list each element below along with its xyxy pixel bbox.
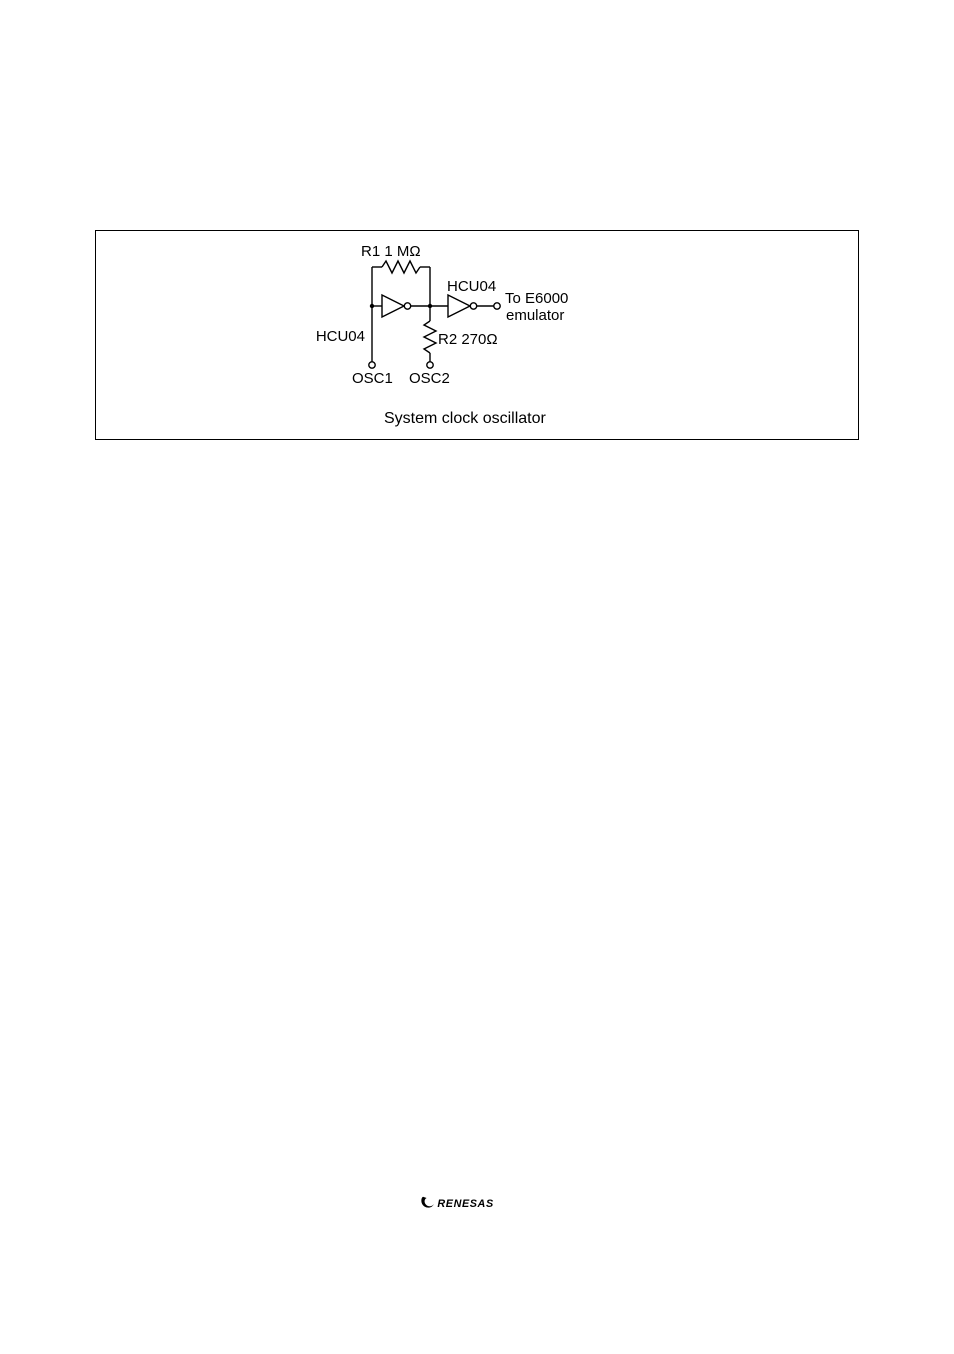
label-to-emu-1: To E6000: [505, 290, 568, 307]
label-hcu04-top: HCU04: [447, 278, 496, 295]
label-r2: R2 270Ω: [438, 331, 498, 348]
renesas-logo-icon: RENESAS: [417, 1192, 537, 1214]
brand-name: RENESAS: [437, 1198, 494, 1210]
label-osc2: OSC2: [409, 370, 450, 387]
figure-frame: R1 1 MΩ HCU04 HCU04 R2 270Ω To E6000 emu…: [95, 230, 859, 440]
footer-logo: RENESAS: [0, 1192, 954, 1219]
circuit-diagram: R1 1 MΩ HCU04 HCU04 R2 270Ω To E6000 emu…: [96, 231, 860, 441]
page-root: R1 1 MΩ HCU04 HCU04 R2 270Ω To E6000 emu…: [0, 0, 954, 1354]
diagram-caption: System clock oscillator: [384, 410, 546, 427]
label-hcu04-lower: HCU04: [316, 328, 365, 345]
label-r1: R1 1 MΩ: [361, 243, 421, 260]
label-to-emu-2: emulator: [506, 307, 564, 324]
label-osc1: OSC1: [352, 370, 393, 387]
